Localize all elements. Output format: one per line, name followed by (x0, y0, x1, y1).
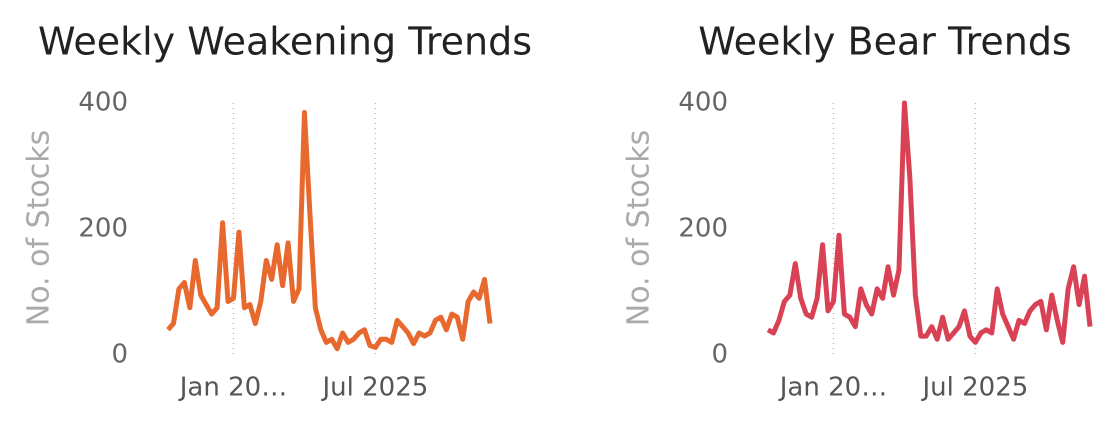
x-tick-label: Jul 2025 (920, 373, 1028, 403)
chart-title: Weekly Weakening Trends (38, 20, 532, 64)
y-tick-label: 400 (78, 88, 128, 118)
line (766, 100, 1093, 345)
y-tick-label: 200 (78, 214, 128, 244)
y-tick-label: 200 (678, 214, 728, 244)
x-tick-label: Jan 20… (178, 373, 287, 403)
x-tick-label: Jul 2025 (320, 373, 428, 403)
y-axis-label: No. of Stocks (622, 130, 657, 326)
y-tick-label: 0 (711, 340, 728, 370)
x-tick-label: Jan 20… (778, 373, 887, 403)
y-tick-label: 0 (111, 340, 128, 370)
y-tick-label: 400 (678, 88, 728, 118)
line (166, 109, 493, 352)
y-axis-label: No. of Stocks (22, 130, 57, 326)
chart-title: Weekly Bear Trends (698, 20, 1071, 64)
